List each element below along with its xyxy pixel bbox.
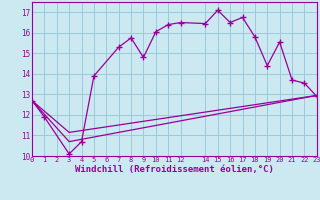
X-axis label: Windchill (Refroidissement éolien,°C): Windchill (Refroidissement éolien,°C) <box>75 165 274 174</box>
